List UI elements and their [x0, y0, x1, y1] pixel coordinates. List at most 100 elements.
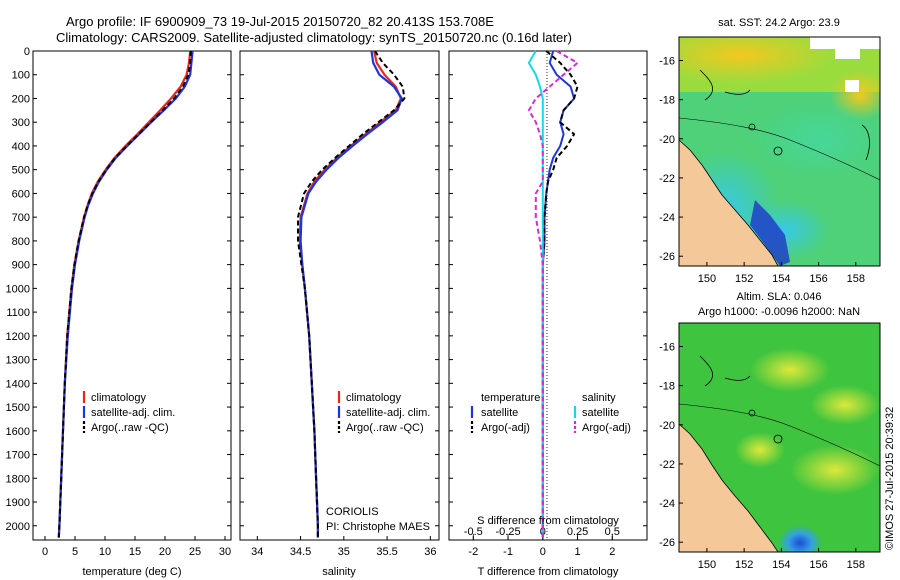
sst-reef-circle-small — [748, 123, 756, 131]
legend-s-satellite-label: satellite — [582, 407, 619, 419]
y-tick-label: 100 — [12, 70, 30, 82]
map-y-tick-label: -24 — [659, 212, 675, 224]
y-tick-label: 1500 — [6, 402, 30, 414]
sst-shelf-contour — [679, 117, 880, 181]
x-tick-label: 20 — [159, 546, 171, 558]
map-y-tick-label: -22 — [659, 173, 675, 185]
map-y-tick-label: -18 — [659, 95, 675, 107]
map-x-tick-label: 152 — [735, 559, 753, 571]
legend-salinity-title: salinity — [582, 392, 616, 404]
y-tick-label: 800 — [12, 236, 30, 248]
y-tick-label: 900 — [12, 260, 30, 272]
legend-satellite-adj-label: satellite-adj. clim. — [91, 407, 175, 419]
temperature-axes-box — [32, 50, 232, 541]
sla-high-patch-south — [790, 445, 880, 495]
x-tick-label: 30 — [219, 546, 231, 558]
difference-profile-panel: -2 -1 0 1 2 -0.5 -0.25 0 0.25 0.5 T difference f… — [448, 50, 648, 578]
map-x-tick-label: 150 — [698, 273, 716, 285]
sla-low-patch — [778, 525, 822, 552]
figure-title-line1: Argo profile: IF 6900909_73 19-Jul-2015 … — [66, 14, 494, 29]
sst-map-title: sat. SST: 24.2 Argo: 23.9 — [718, 17, 840, 29]
y-tick-label: 1900 — [6, 497, 30, 509]
temperature-profile-panel: 0 5 10 15 20 25 30 0 100 200 300 400 500 600 700 800 90… — [6, 46, 232, 578]
salinity-xlabel: salinity — [322, 566, 356, 578]
sla-reef-circle-small — [748, 409, 756, 417]
y-tick-label: 600 — [12, 188, 30, 200]
sla-high-patch-mid — [735, 432, 785, 468]
map-x-tick-label: 152 — [735, 273, 753, 285]
y-tick-label: 300 — [12, 117, 30, 129]
pi-label: PI: Christophe MAES — [326, 521, 430, 533]
legend-satellite-adj-label: satellite-adj. clim. — [346, 407, 430, 419]
y-tick-label: 2000 — [6, 521, 30, 533]
sst-warm-patch — [679, 37, 835, 83]
y-tick-label: 1800 — [6, 473, 30, 485]
sst-nodata-top-2 — [835, 49, 860, 59]
y-tick-label: 1000 — [6, 283, 30, 295]
sla-reef-contours — [699, 355, 751, 387]
coriolis-label: CORIOLIS — [326, 506, 379, 518]
x-tick-label: 0 — [42, 546, 48, 558]
sst-map-frame — [678, 36, 881, 267]
sla-shelf-contour — [679, 403, 880, 467]
sst-reef-contours — [699, 69, 751, 101]
sla-map-frame — [678, 322, 881, 553]
map-y-tick-label: -18 — [659, 381, 675, 393]
y-tick-label: 700 — [12, 212, 30, 224]
sla-field — [679, 323, 880, 552]
map-y-tick-label: -26 — [659, 537, 675, 549]
sst-teal-patch — [750, 100, 880, 180]
sla-reef-circle — [773, 434, 783, 444]
difference-axes-box — [448, 50, 648, 541]
x-tick-label: 5 — [72, 546, 78, 558]
t-difference-xlabel: T difference from climatology — [478, 566, 619, 578]
map-x-tick-label: 154 — [772, 273, 790, 285]
sla-high-patch — [750, 348, 830, 392]
sst-reef-circle — [773, 146, 783, 156]
legend-argo-label: Argo(..raw -QC) — [91, 422, 169, 434]
map-y-tick-label: -20 — [659, 420, 675, 432]
s-x-tick-label: 0.5 — [605, 526, 620, 538]
temperature-xlabel: temperature (deg C) — [82, 566, 181, 578]
series-line-argo-raw-qc- — [57, 50, 192, 538]
sst-reef-east — [861, 124, 870, 161]
difference-legend: temperature satellite Argo(-adj) salinit… — [470, 392, 631, 434]
sla-high-patch-east — [810, 385, 880, 425]
x-tick-label: 1 — [574, 546, 580, 558]
sst-land — [679, 139, 779, 266]
series-line-argo-raw-qc- — [297, 50, 406, 538]
x-tick-label: 10 — [99, 546, 111, 558]
map-x-tick-label: 158 — [847, 273, 865, 285]
series-line-climatology — [57, 50, 192, 538]
y-tick-label: 1400 — [6, 378, 30, 390]
map-y-tick-label: -22 — [659, 459, 675, 471]
x-tick-label: 36 — [424, 546, 436, 558]
legend-t-satellite-label: satellite — [481, 407, 518, 419]
x-tick-label: 15 — [129, 546, 141, 558]
legend-argo-label: Argo(..raw -QC) — [346, 422, 424, 434]
y-tick-label: 1700 — [6, 450, 30, 462]
series-line-temperature-satellite — [541, 50, 576, 538]
x-tick-label: 0 — [540, 546, 546, 558]
y-tick-label: 1100 — [6, 307, 30, 319]
sst-field — [679, 37, 880, 266]
series-line-salinity-argo-adj- — [527, 50, 579, 538]
x-tick-label: -1 — [503, 546, 513, 558]
map-x-tick-label: 158 — [847, 559, 865, 571]
map-y-tick-label: -16 — [659, 341, 675, 353]
legend-climatology-label: climatology — [91, 392, 147, 404]
x-tick-label: 25 — [189, 546, 201, 558]
sla-map-panel: Altim. SLA: 0.046 Argo h1000: -0.0096 h2… — [659, 291, 881, 571]
s-difference-xlabel: S difference from climatology — [477, 515, 619, 527]
y-tick-label: 1200 — [6, 331, 30, 343]
map-x-tick-label: 156 — [809, 559, 827, 571]
s-x-tick-label: 0.25 — [567, 526, 588, 538]
x-tick-label: 34 — [251, 546, 263, 558]
x-tick-label: 35.5 — [376, 546, 397, 558]
map-x-tick-label: 156 — [809, 273, 827, 285]
legend-climatology-label: climatology — [346, 392, 402, 404]
temperature-legend: climatology satellite-adj. clim. Argo(..… — [82, 391, 175, 434]
map-y-tick-label: -26 — [659, 251, 675, 263]
salinity-legend: climatology satellite-adj. clim. Argo(..… — [337, 391, 430, 434]
